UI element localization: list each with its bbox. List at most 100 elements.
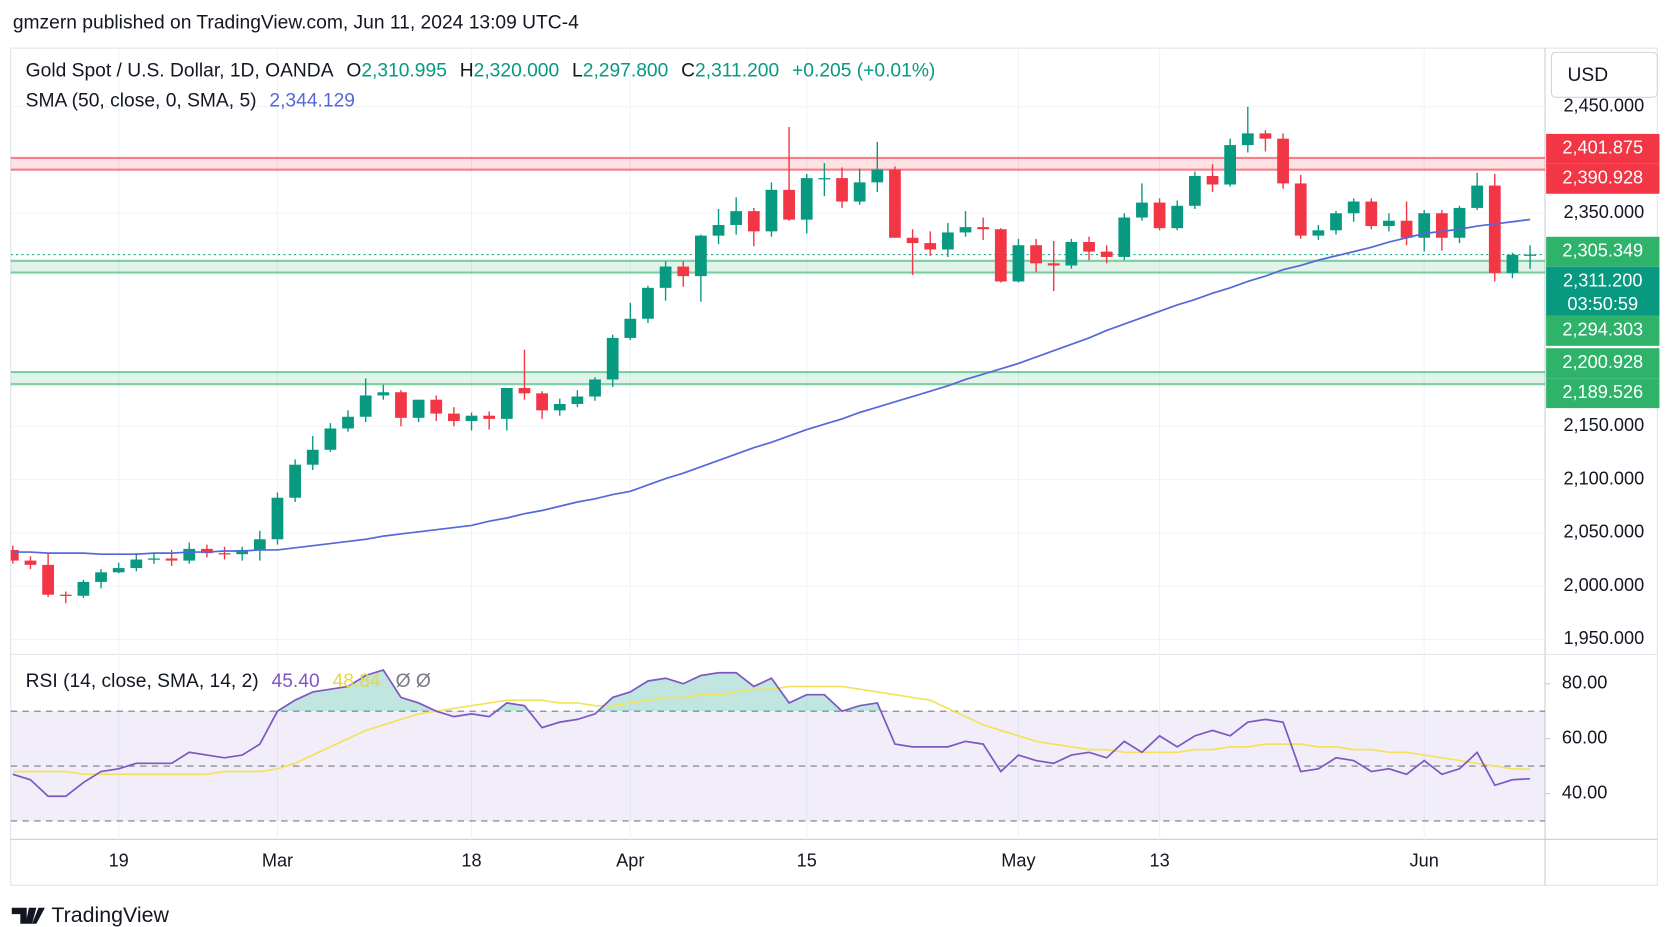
candle-body [677, 266, 690, 277]
candle-body [59, 594, 72, 596]
y-tick-label: 1,950.000 [1563, 628, 1644, 648]
candle-body [1012, 245, 1025, 282]
brand-logo [11, 907, 45, 924]
candle-body [1506, 254, 1519, 273]
ohlc-key: O [346, 61, 361, 82]
candle-body [1365, 201, 1378, 227]
y-tick-label: 2,000.000 [1563, 575, 1644, 595]
candle-body [201, 548, 213, 554]
candle-body [1259, 133, 1272, 139]
chart-frame [10, 47, 1658, 886]
candle-body [1118, 217, 1131, 257]
candle-body [1188, 175, 1201, 206]
candle-body [95, 572, 107, 582]
y-tick-label: 60.00 [1562, 727, 1607, 747]
candle-body [941, 232, 954, 250]
candle-body [42, 564, 54, 595]
candle-body [1471, 185, 1484, 208]
candle-body [606, 337, 619, 380]
overbought-fill [12, 669, 1531, 712]
candle-body [218, 553, 231, 555]
x-tick-label: Apr [616, 851, 644, 871]
candle-body [1277, 138, 1289, 184]
candle-body [871, 169, 884, 183]
candle-body [377, 392, 390, 396]
x-tick-label: Mar [262, 851, 293, 871]
price-label-box [1546, 133, 1660, 164]
rsi-line [12, 668, 1531, 798]
candle-body [553, 403, 566, 411]
candle-body [77, 581, 90, 596]
price-label: 2,311.200 [1563, 270, 1642, 290]
candle-body [1100, 251, 1113, 257]
price-label: 2,305.349 [1562, 241, 1643, 261]
candle-body [1153, 202, 1166, 229]
candle-body [236, 549, 249, 555]
candle-body [1453, 207, 1466, 238]
candle-body [836, 178, 848, 202]
candle-body [483, 415, 496, 419]
candle-body [642, 287, 654, 319]
candle-body [412, 399, 425, 418]
y-tick-label: 40.00 [1562, 782, 1607, 802]
sma-line [12, 218, 1531, 556]
rsi-line [12, 685, 1531, 776]
currency-button[interactable] [1550, 51, 1658, 98]
rsi-value: 48.84 [333, 671, 381, 692]
x-tick-label: 18 [461, 851, 481, 871]
candle-body [271, 497, 284, 540]
price-pane [10, 106, 1546, 640]
rsi-extra: Ø Ø [396, 671, 431, 692]
candle-body [924, 243, 937, 250]
candle-body [536, 393, 548, 411]
ohlc-key: L [572, 61, 583, 82]
candle-body [695, 235, 707, 277]
price-label-box [1546, 315, 1660, 346]
axes: 1,950.000 2,000.000 2,050.000 2,100.000 2,15… [109, 48, 1644, 871]
candle-body [306, 449, 319, 465]
candle-body [959, 227, 972, 233]
candle-body [977, 227, 990, 230]
zone [10, 157, 1546, 170]
price-label-box [1546, 236, 1660, 267]
candle-body [1330, 213, 1342, 231]
candle-body [712, 224, 725, 236]
candle-body [1418, 213, 1431, 238]
candle-body [430, 399, 443, 414]
candle-body [800, 178, 813, 220]
candle-body [1065, 242, 1078, 266]
candle-body [359, 395, 372, 417]
symbol-title: Gold Spot / U.S. Dollar, 1D, OANDA [26, 61, 334, 82]
price-label: 2,390.928 [1562, 168, 1643, 188]
price-label: 2,189.526 [1562, 382, 1643, 402]
candle-body [1347, 201, 1360, 214]
candle-body [165, 558, 178, 561]
candle-body [148, 558, 160, 560]
candle-body [1294, 183, 1307, 236]
price-label: 2,294.303 [1562, 320, 1643, 340]
y-tick-label: 2,350.000 [1563, 202, 1644, 222]
currency[interactable]: USD [1567, 65, 1608, 86]
candle-body [818, 178, 831, 180]
rsi-value: 45.40 [272, 671, 320, 692]
sma-value: 2,344.129 [269, 91, 355, 112]
candle-body [906, 237, 919, 244]
legends: Gold Spot / U.S. Dollar, 1D, OANDA O2,310… [26, 61, 936, 693]
x-tick-label: 13 [1149, 851, 1169, 871]
candle-body [589, 379, 601, 397]
y-tick-label: 2,150.000 [1563, 415, 1644, 435]
rsi-pane [10, 668, 1546, 822]
ohlc-key: C [681, 61, 695, 82]
candle-body [747, 211, 760, 232]
publisher: gmzern published on TradingView.com, Jun… [13, 13, 579, 34]
ohlc-value: 2,320.000 [474, 61, 560, 82]
candle-body [1206, 175, 1219, 185]
candle-body [853, 182, 866, 202]
candle-body [1400, 220, 1413, 238]
ohlc-key: H [460, 61, 474, 82]
sma-legend: SMA (50, close, 0, SMA, 5) 2,344.129 [26, 91, 355, 112]
zone [10, 260, 1546, 273]
x-tick-label: May [1001, 851, 1036, 871]
candle-body [500, 387, 513, 419]
candle-body [1083, 242, 1095, 252]
